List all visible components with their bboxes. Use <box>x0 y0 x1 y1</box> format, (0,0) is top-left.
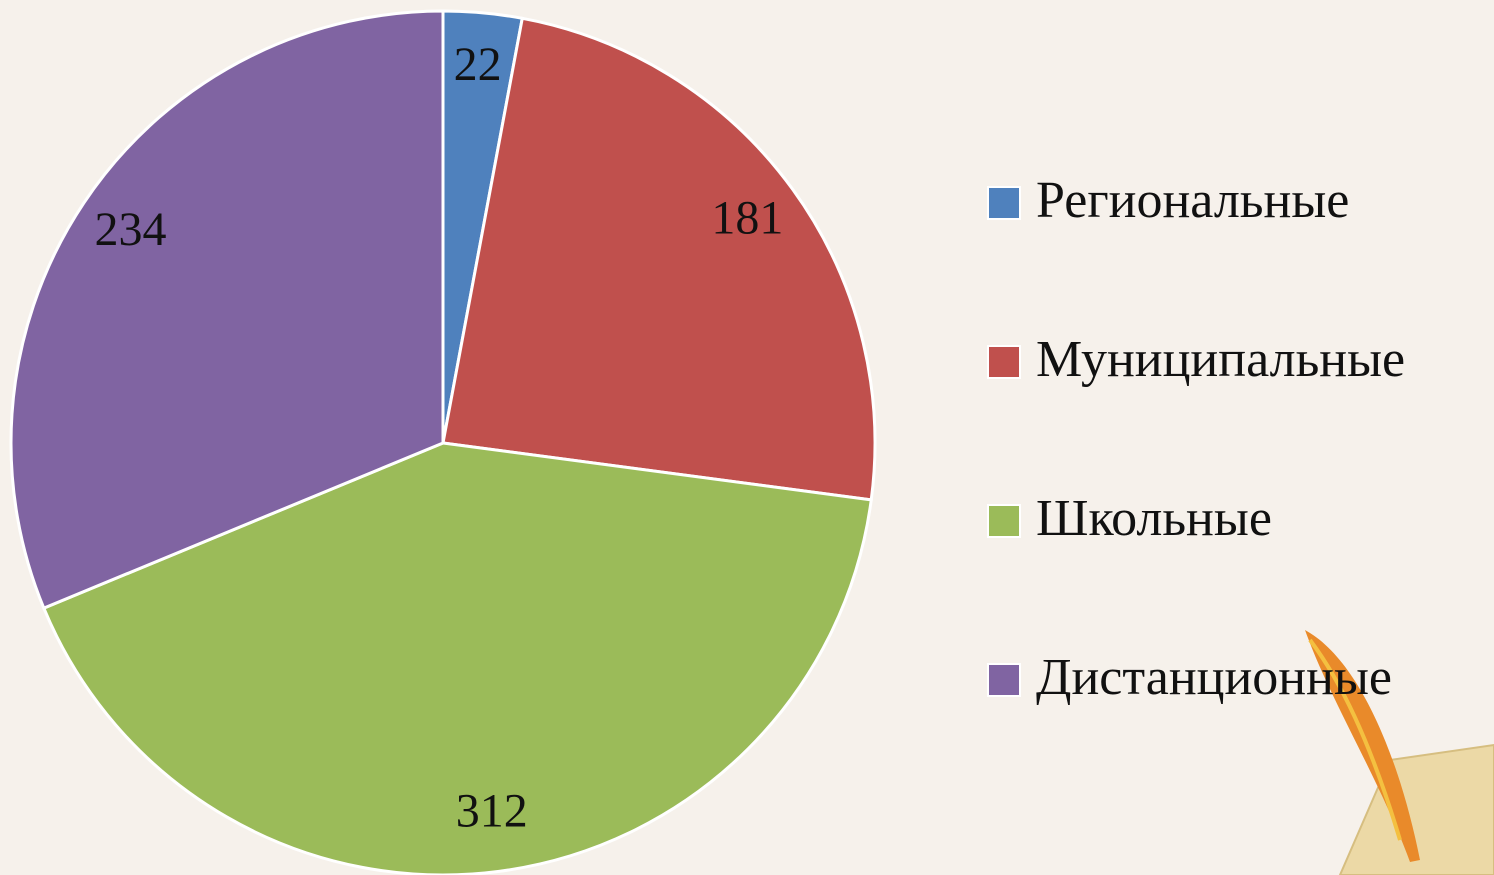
data-label: 22 <box>454 38 502 91</box>
data-label: 312 <box>456 785 528 838</box>
legend-swatch <box>987 345 1021 379</box>
data-label: 181 <box>711 191 783 244</box>
legend-label: Муниципальные <box>1036 331 1405 388</box>
pie-slice <box>441 16 877 502</box>
legend-swatch <box>987 504 1021 538</box>
legend-label: Региональные <box>1036 172 1349 229</box>
decoration <box>1305 630 1494 875</box>
legend-label: Школьные <box>1036 490 1272 547</box>
legend-label: Дистанционные <box>1036 649 1392 706</box>
legend-swatch <box>987 186 1021 220</box>
legend-swatch <box>987 663 1021 697</box>
data-label: 234 <box>95 203 167 256</box>
pie-slice <box>41 441 873 875</box>
pie-slice <box>9 9 445 611</box>
